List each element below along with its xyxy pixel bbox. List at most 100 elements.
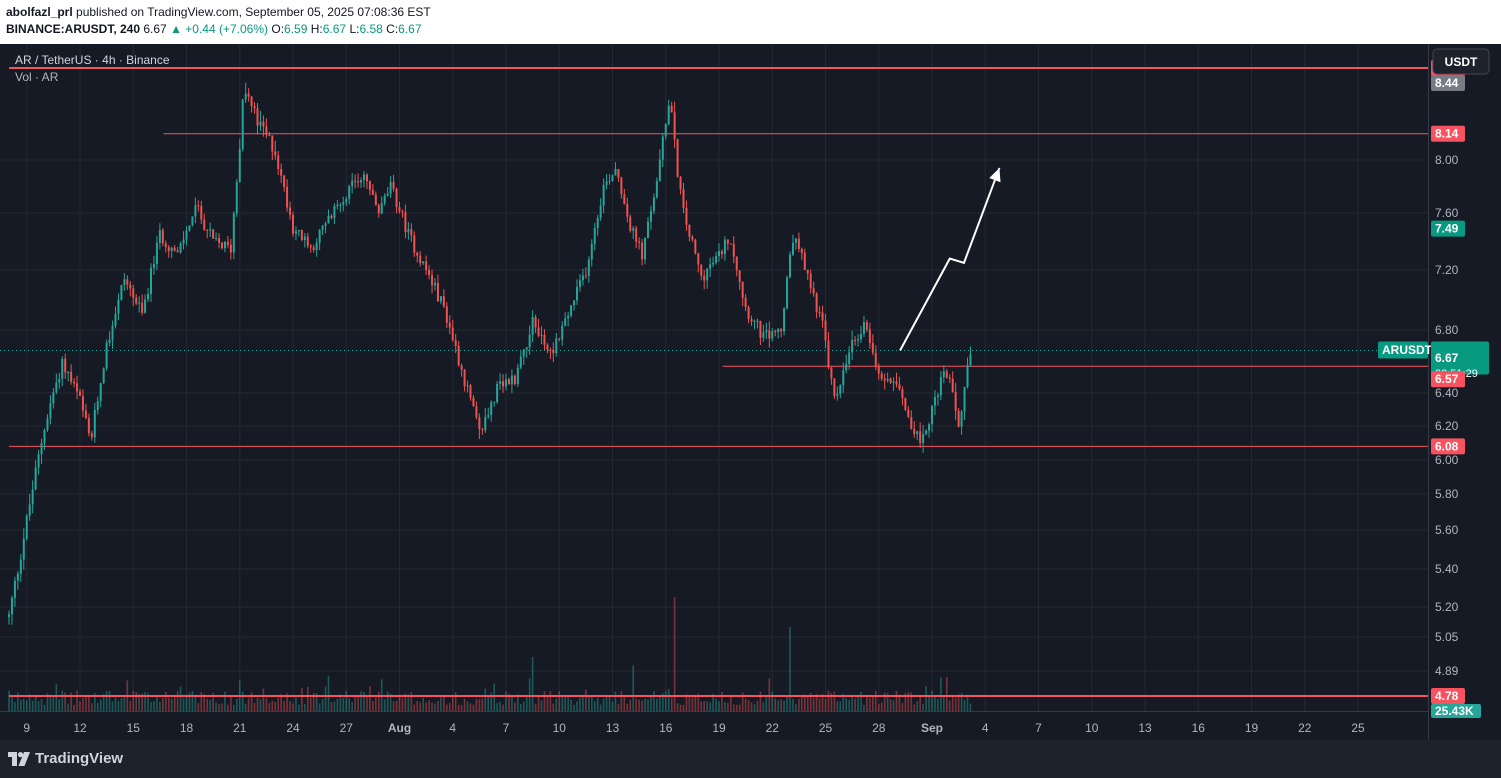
volume-bar	[49, 694, 52, 711]
price-badge-text: 6.57	[1435, 372, 1459, 386]
volume-bar	[85, 696, 87, 711]
volume-bar	[730, 694, 732, 711]
candle-body	[144, 299, 147, 313]
candle-body	[380, 203, 383, 214]
time-tick-label: Aug	[388, 721, 411, 735]
volume-bar	[549, 691, 552, 711]
candle-body	[608, 180, 611, 182]
candle-body	[966, 365, 969, 388]
volume-bar	[404, 693, 407, 711]
volume-bar	[573, 704, 575, 711]
author-name[interactable]: abolfazl_prl	[6, 5, 73, 19]
volume-bar	[508, 693, 510, 711]
candle-body	[277, 155, 280, 170]
tradingview-logo[interactable]: TradingView	[8, 750, 123, 767]
candle-body	[845, 363, 848, 371]
volume-bar	[877, 703, 880, 711]
volume-bar	[759, 691, 762, 711]
candle-body	[667, 105, 670, 125]
volume-bar	[354, 695, 356, 711]
volume-bar	[931, 690, 933, 711]
close-value: 6.67	[398, 22, 422, 36]
price-badge: 7.49	[1431, 220, 1465, 237]
volume-bar	[93, 693, 96, 711]
price-tick-label: 5.40	[1435, 562, 1459, 576]
chart-header: abolfazl_prl published on TradingView.co…	[0, 0, 1501, 44]
time-axis[interactable]: 9 12 15 18 21 24 27 Aug 4 7 10 13 16 19 22 25 28 Sep 4 7 10 1…	[23, 721, 1365, 735]
volume-bar	[194, 694, 197, 711]
candle-body	[286, 186, 289, 208]
volume-bar	[46, 693, 49, 711]
volume-bar	[64, 692, 67, 711]
candle-body	[215, 238, 218, 240]
chart-canvas[interactable]: 8.00 7.60 7.20 6.80 6.40 6.20 6.00 5.80 5.60 5.40…	[0, 44, 1501, 740]
candle-body	[794, 238, 797, 243]
candle-body	[34, 467, 37, 490]
volume-bar	[827, 690, 830, 711]
low-value: 6.58	[359, 22, 383, 36]
candle-body	[386, 193, 389, 196]
candle-body	[197, 205, 200, 207]
candle-body	[505, 379, 507, 387]
candle-body	[774, 331, 777, 333]
volume-bar	[443, 695, 445, 711]
candle-body	[839, 385, 842, 394]
price-tick-label: 6.00	[1435, 453, 1459, 467]
candle-body	[632, 228, 635, 231]
candle-body	[73, 381, 76, 384]
candle-body	[457, 345, 460, 366]
volume-bar	[153, 701, 155, 711]
volume-bar	[120, 697, 123, 711]
candle-body	[584, 275, 587, 277]
candle-body	[374, 194, 377, 206]
candle-body	[499, 381, 502, 384]
volume-bar	[534, 703, 537, 711]
candle-body	[241, 99, 244, 149]
candle-body	[76, 383, 79, 392]
candle-body	[247, 93, 250, 97]
candle-body	[31, 489, 34, 505]
volume-bar	[111, 701, 114, 711]
volume-bar	[676, 703, 679, 711]
candle-body	[232, 213, 235, 253]
volume-bar	[851, 694, 853, 711]
candle-body	[10, 597, 13, 615]
candle-body	[889, 378, 892, 383]
volume-bar	[803, 694, 806, 711]
tradingview-icon	[8, 751, 30, 766]
volume-bar	[874, 690, 877, 711]
candle-body	[306, 236, 309, 246]
volume-bar	[123, 696, 126, 711]
volume-bar	[747, 699, 750, 711]
legend-title[interactable]: AR / TetherUS · 4h · Binance	[15, 53, 170, 67]
volume-bar	[599, 704, 602, 711]
candle-body	[135, 297, 138, 304]
candle-body	[664, 124, 667, 137]
candle-body	[428, 269, 431, 276]
candle-body	[173, 247, 176, 251]
candle-body	[753, 320, 756, 322]
price-axis[interactable]: 8.00 7.60 7.20 6.80 6.40 6.20 6.00 5.80 5.60 5.40…	[1435, 153, 1459, 678]
volume-bar	[919, 696, 921, 711]
volume-bar	[372, 701, 374, 711]
volume-bar	[135, 692, 138, 711]
time-tick-label: 15	[127, 721, 141, 735]
candle-body	[64, 358, 67, 373]
volume-bar	[940, 677, 942, 711]
volume-bar	[685, 694, 688, 711]
volume-label[interactable]: Vol · AR	[15, 70, 59, 84]
time-tick-label: 10	[1085, 721, 1099, 735]
volume-bar	[555, 698, 558, 711]
currency-button[interactable]: USDT	[1432, 48, 1490, 75]
time-tick-label: 25	[819, 721, 833, 735]
candle-body	[315, 243, 318, 250]
volume-bar	[635, 698, 637, 711]
candle-body	[862, 322, 865, 334]
candle-body	[720, 251, 723, 255]
projection-arrow	[899, 167, 1001, 351]
candle-body	[578, 280, 581, 287]
candle-body	[747, 307, 750, 320]
volume-bar	[892, 700, 895, 711]
volume-bar	[715, 698, 717, 711]
volume-bar	[20, 699, 22, 711]
